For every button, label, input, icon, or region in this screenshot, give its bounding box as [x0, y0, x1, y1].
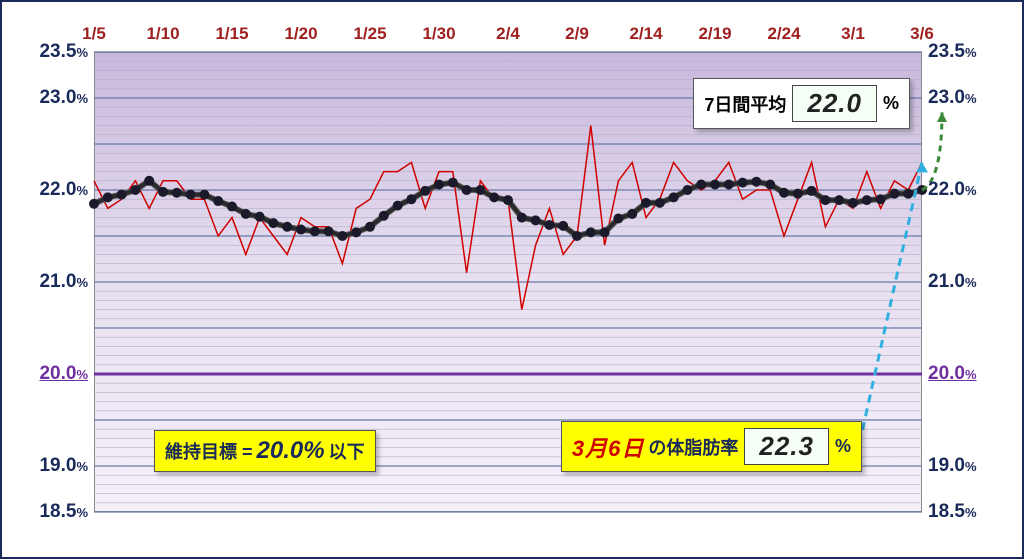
y-tick-label: 22.0% — [8, 179, 88, 201]
x-tick-label: 1/25 — [353, 24, 386, 44]
x-tick-label: 1/10 — [146, 24, 179, 44]
x-tick-label: 1/5 — [82, 24, 106, 44]
today-label: の体脂肪率 — [648, 434, 738, 460]
y-tick-label: 18.5% — [8, 501, 88, 523]
y-tick-label: 19.0% — [928, 455, 1008, 477]
y-tick-label: 23.0% — [8, 87, 88, 109]
x-tick-label: 2/14 — [629, 24, 662, 44]
today-unit: % — [835, 436, 851, 457]
y-tick-label: 20.0% — [928, 363, 1008, 385]
target-value: 20.0% — [257, 437, 325, 465]
x-tick-label: 1/15 — [215, 24, 248, 44]
y-tick-label: 21.0% — [8, 271, 88, 293]
x-tick-label: 2/19 — [698, 24, 731, 44]
chart-frame: 7日間平均 22.0 % 維持目標 = 20.0% 以下 3月6日 の体脂肪率 … — [0, 0, 1024, 559]
y-tick-label: 23.5% — [8, 41, 88, 63]
target-box: 維持目標 = 20.0% 以下 — [154, 430, 376, 472]
chart-area: 7日間平均 22.0 % 維持目標 = 20.0% 以下 3月6日 の体脂肪率 … — [94, 52, 922, 512]
avg-label: 7日間平均 — [704, 91, 786, 117]
today-box: 3月6日 の体脂肪率 22.3 % — [561, 421, 862, 472]
x-tick-label: 1/30 — [422, 24, 455, 44]
avg-unit: % — [883, 93, 899, 114]
avg-value: 22.0 — [792, 85, 877, 122]
y-tick-label: 22.0% — [928, 179, 1008, 201]
x-tick-label: 2/24 — [767, 24, 800, 44]
seven-day-avg-box: 7日間平均 22.0 % — [693, 78, 910, 129]
y-tick-label: 18.5% — [928, 501, 1008, 523]
today-date: 3月6日 — [572, 431, 644, 463]
target-prefix: 維持目標 = — [165, 438, 253, 464]
y-tick-label: 20.0% — [8, 363, 88, 385]
target-suffix: 以下 — [329, 438, 365, 464]
x-tick-label: 3/6 — [910, 24, 934, 44]
x-tick-label: 3/1 — [841, 24, 865, 44]
today-value: 22.3 — [744, 428, 829, 465]
y-tick-label: 19.0% — [8, 455, 88, 477]
y-tick-label: 23.0% — [928, 87, 1008, 109]
x-tick-label: 2/9 — [565, 24, 589, 44]
y-tick-label: 23.5% — [928, 41, 1008, 63]
x-tick-label: 1/20 — [284, 24, 317, 44]
x-tick-label: 2/4 — [496, 24, 520, 44]
y-tick-label: 21.0% — [928, 271, 1008, 293]
